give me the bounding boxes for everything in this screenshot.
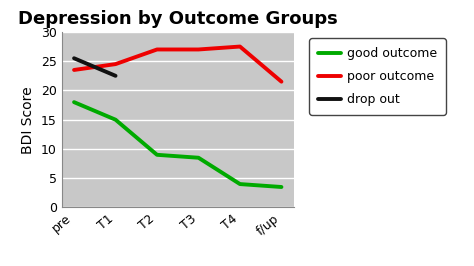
- poor outcome: [113, 63, 118, 66]
- drop out: [71, 57, 77, 60]
- poor outcome: [237, 45, 243, 48]
- Title: Depression by Outcome Groups: Depression by Outcome Groups: [18, 10, 337, 28]
- good outcome: [196, 156, 201, 159]
- poor outcome: [196, 48, 201, 51]
- good outcome: [279, 185, 284, 189]
- Legend: good outcome, poor outcome, drop out: good outcome, poor outcome, drop out: [310, 38, 446, 115]
- Y-axis label: BDI Score: BDI Score: [21, 86, 36, 153]
- good outcome: [71, 101, 77, 104]
- poor outcome: [71, 68, 77, 72]
- Line: good outcome: good outcome: [74, 102, 282, 187]
- poor outcome: [154, 48, 160, 51]
- good outcome: [154, 153, 160, 156]
- good outcome: [237, 182, 243, 186]
- Line: drop out: drop out: [74, 58, 116, 76]
- good outcome: [113, 118, 118, 121]
- Line: poor outcome: poor outcome: [74, 47, 282, 82]
- drop out: [113, 74, 118, 77]
- poor outcome: [279, 80, 284, 83]
